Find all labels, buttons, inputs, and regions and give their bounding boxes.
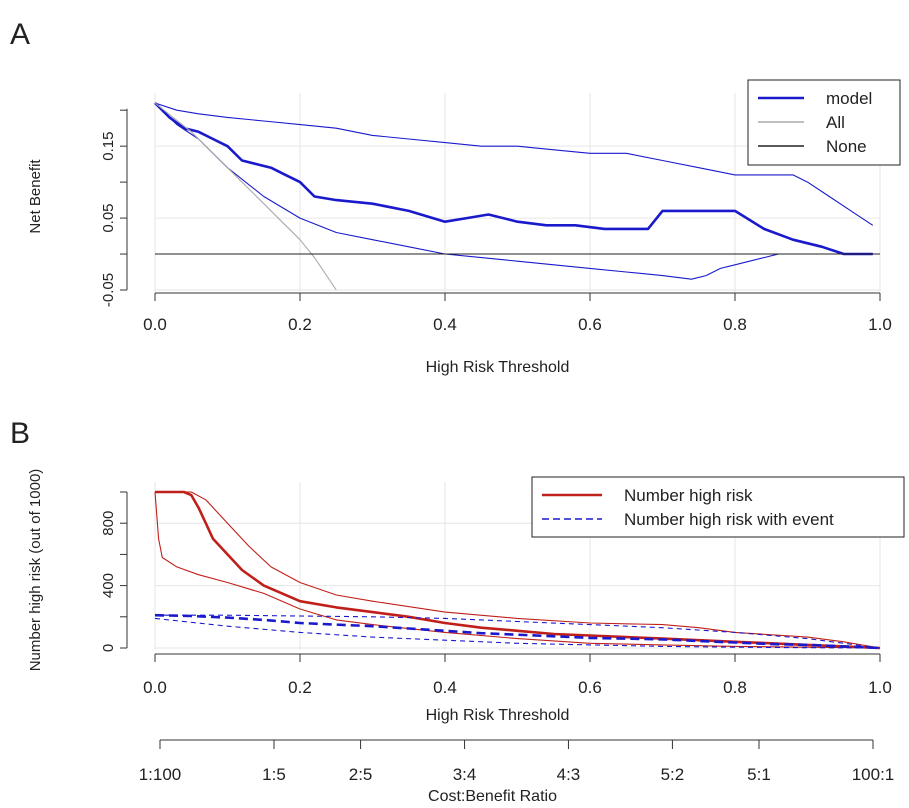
cost-benefit-tick-label-3: 3:4 <box>453 765 477 784</box>
panel-b-x-tick-label-2: 0.4 <box>433 678 457 697</box>
panel-b-x-tick-label-3: 0.6 <box>578 678 602 697</box>
cost-benefit-tick-label-5: 5:2 <box>661 765 685 784</box>
panel-a-series-all <box>154 102 337 291</box>
panel-b-series-number-high-risk-upper <box>155 491 881 649</box>
panel-a-legend-label-0: model <box>826 89 872 108</box>
panel-b-x-tick-label-5: 1.0 <box>868 678 892 697</box>
panel-b-y-tick-label-2: 800 <box>100 511 117 536</box>
panel-b-x-axis-label: High Risk Threshold <box>426 707 570 724</box>
panel-b-x-tick-label-1: 0.2 <box>288 678 312 697</box>
cost-benefit-tick-label-0: 1:100 <box>139 765 182 784</box>
panel-a-x-tick-label-5: 1.0 <box>868 315 892 334</box>
cost-benefit-tick-label-7: 100:1 <box>852 765 895 784</box>
panel-a-x-tick-label-0: 0.0 <box>143 315 167 334</box>
panel-a-y-tick-label-2: 0.15 <box>100 132 117 161</box>
panel-b-y-tick-label-1: 400 <box>100 573 117 598</box>
panel-label-a: A <box>10 18 30 51</box>
panel-a-legend-label-1: All <box>826 113 845 132</box>
panel-b-x-tick-label-4: 0.8 <box>723 678 747 697</box>
panel-a-net-benefit-plot: -0.05 0.05 0.15 0.0 0.2 0.4 0.6 0.8 1.0 High Risk… <box>27 79 901 376</box>
panel-a-series-model <box>154 102 873 256</box>
panel-a-x-tick-label-2: 0.4 <box>433 315 457 334</box>
panel-a-x-axis-label: High Risk Threshold <box>426 359 570 376</box>
panel-a-y-tick-label-1: 0.05 <box>100 203 117 232</box>
panel-label-b: B <box>10 417 30 450</box>
cost-benefit-axis-label: Cost:Benefit Ratio <box>428 788 557 805</box>
panel-b-series-number-high-risk-with-event-upper <box>155 614 881 649</box>
cost-benefit-tick-label-1: 1:5 <box>262 765 286 784</box>
panel-a-series-model-upper <box>154 102 874 226</box>
panel-b-y-tick-label-0: 0 <box>100 644 117 652</box>
cost-benefit-tick-label-6: 5:1 <box>747 765 771 784</box>
cost-benefit-tick-label-4: 4:3 <box>557 765 581 784</box>
panel-a-x-tick-label-1: 0.2 <box>288 315 312 334</box>
panel-b-legend-label-0: Number high risk <box>624 486 753 505</box>
panel-b-legend-box <box>531 476 905 538</box>
cost-benefit-tick-label-2: 2:5 <box>349 765 373 784</box>
panel-b-legend-label-1: Number high risk with event <box>624 510 834 529</box>
panel-a-y-tick-label-0: -0.05 <box>100 273 117 307</box>
panel-a-x-tick-label-4: 0.8 <box>723 315 747 334</box>
panel-a-legend-label-2: None <box>826 137 867 156</box>
panel-a-series-model-lower <box>154 102 873 280</box>
panel-a-x-tick-label-3: 0.6 <box>578 315 602 334</box>
panel-b-series-number-high-risk-with-event <box>154 613 881 650</box>
panel-b-series-number-high-risk-lower <box>154 491 881 649</box>
panel-a-y-axis-label: Net Benefit <box>27 159 44 234</box>
panel-b-number-high-risk-plot: 0 400 800 0.0 0.2 0.4 0.6 0.8 1.0 High Risk Thres… <box>27 469 905 805</box>
panel-b-series-number-high-risk-with-event-lower <box>154 617 881 649</box>
panel-b-x-tick-label-0: 0.0 <box>143 678 167 697</box>
panel-b-y-axis-label: Number high risk (out of 1000) <box>27 469 44 672</box>
